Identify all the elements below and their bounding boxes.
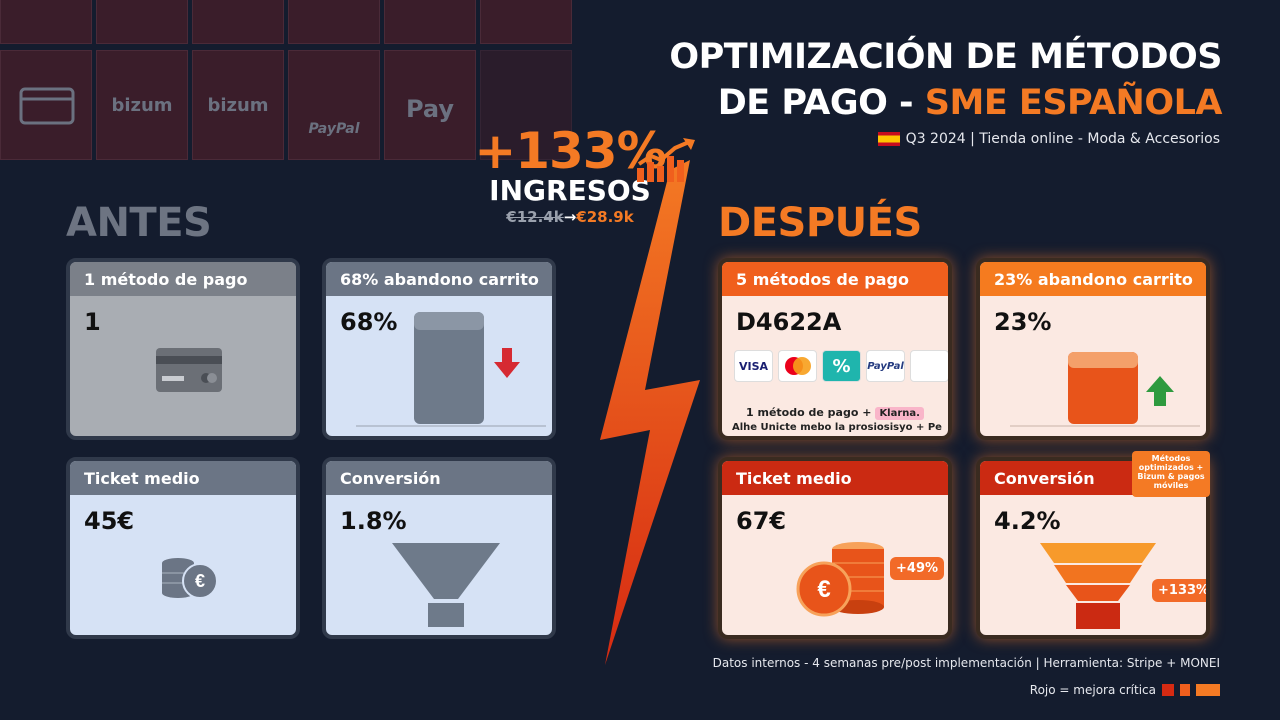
spain-flag-icon: [877, 132, 900, 146]
ticket-increase-badge: +49%: [890, 557, 945, 580]
card-header: 5 métodos de pago: [722, 262, 948, 296]
after-card-abandon: 23% abandono carrito 23%: [976, 258, 1210, 440]
card-value: 45€: [84, 507, 135, 535]
bg-tile-bizum: bizum: [96, 50, 188, 160]
card-header: Ticket medio: [70, 461, 296, 495]
mastercard-logo: [778, 350, 817, 382]
arrow-down-icon: [494, 348, 520, 378]
funnel-icon: [392, 543, 500, 627]
bg-tile: [192, 0, 284, 44]
hero-percentage: +133%: [474, 122, 666, 180]
bg-tile-bizum: bizum: [192, 50, 284, 160]
coins-icon: €: [162, 558, 218, 599]
conversion-increase-badge: +133%: [1152, 579, 1206, 602]
bizum-text: bizum: [111, 95, 173, 116]
title-line-2-accent: SME ESPAÑOLA: [924, 83, 1223, 123]
bg-tile: [480, 0, 572, 44]
hero-metric: +133% INGRESOS €12.4k→€28.9k: [440, 124, 700, 226]
card-header: 23% abandono carrito: [980, 262, 1206, 296]
after-card-ticket: Ticket medio 67€ € +49%: [718, 457, 952, 639]
note-line-2: Alhe Unicte mebo la prosiosisyo + Pesjoo…: [732, 422, 942, 433]
card-header: Conversión: [326, 461, 552, 495]
hero-new-value: €28.9k: [576, 208, 634, 226]
hero-compare: €12.4k→€28.9k: [440, 208, 700, 226]
legend-swatch-amber: [1196, 684, 1220, 696]
title-line-2-plain: DE PAGO -: [717, 83, 925, 123]
apple-icon: ●: [913, 359, 924, 373]
legend-swatch-red: [1162, 684, 1174, 696]
svg-text:€: €: [195, 571, 205, 591]
funnel-icon: [1040, 543, 1156, 629]
card-value: 1.8%: [340, 507, 407, 535]
card-value: 67€: [736, 507, 787, 535]
trend-up-icon: [637, 138, 695, 182]
before-heading: ANTES: [66, 200, 212, 246]
bg-tile: [384, 0, 476, 44]
credit-card-icon: [156, 348, 222, 392]
hero-arrow-glyph: →: [563, 208, 577, 226]
legend-swatch-orange: [1180, 684, 1190, 696]
bg-tile: [288, 0, 380, 44]
card-header: Ticket medio: [722, 461, 948, 495]
footer-source: Datos internos - 4 semanas pre/post impl…: [712, 656, 1220, 670]
legend: Rojo = mejora crítica: [1030, 683, 1220, 697]
after-card-methods: 5 métodos de pago D4622A VISA % PayPal ●…: [718, 258, 952, 440]
before-card-ticket: Ticket medio 45€ €: [66, 457, 300, 639]
payment-logos: VISA % PayPal ● Pay: [734, 350, 948, 382]
background-payment-tiles: bizum bizum PayPal Pay: [0, 0, 580, 165]
coins-icon: €: [796, 542, 884, 617]
card-value: 4.2%: [994, 507, 1061, 535]
bg-tile: [96, 0, 188, 44]
subtitle: Q3 2024 | Tienda online - Moda & Accesor…: [877, 131, 1220, 147]
card-value: 1: [84, 308, 101, 336]
subtitle-text: Q3 2024 | Tienda online - Moda & Accesor…: [905, 131, 1220, 147]
after-heading: DESPUÉS: [718, 200, 922, 246]
bizum-logo: %: [822, 350, 861, 382]
arrow-up-icon: [1146, 376, 1174, 406]
hero-label: INGRESOS: [489, 174, 651, 207]
hero-old-value: €12.4k: [506, 208, 564, 226]
abandon-bar-chart: [356, 312, 546, 427]
abandon-bar-chart: [1010, 352, 1200, 427]
bg-tile-card: [0, 50, 92, 160]
bg-tile: [0, 0, 92, 44]
optimization-tag: Métodos optimizados + Bizum & pagos móvi…: [1132, 451, 1210, 497]
card-value: 23%: [994, 308, 1052, 336]
applepay-text: Pay: [923, 359, 946, 373]
paypal-text: PayPal: [308, 121, 360, 137]
page-title: OPTIMIZACIÓN DE MÉTODOS DE PAGO - SME ES…: [669, 34, 1222, 126]
applepay-text: Pay: [405, 95, 455, 123]
klarna-badge: Klarna.: [875, 407, 924, 420]
lightning-bolt-icon: [600, 160, 700, 665]
note-line-1: 1 método de pago + Klarna.: [722, 406, 948, 420]
bg-tile-applepay: Pay: [384, 50, 476, 160]
legend-text: Rojo = mejora crítica: [1029, 683, 1156, 697]
note-text: 1 método de pago +: [746, 406, 872, 419]
card-header: 1 método de pago: [70, 262, 296, 296]
card-header: 68% abandono carrito: [326, 262, 552, 296]
applepay-logo: ● Pay: [910, 350, 948, 382]
before-card-methods: 1 método de pago 1: [66, 258, 300, 440]
title-line-2: DE PAGO - SME ESPAÑOLA: [669, 80, 1223, 126]
credit-card-icon: [19, 87, 75, 125]
bg-tile-paypal: PayPal: [288, 50, 380, 160]
paypal-logo: PayPal: [866, 350, 905, 382]
card-value: D4622A: [736, 308, 842, 336]
before-card-conversion: Conversión 1.8%: [322, 457, 556, 639]
card-value: 68%: [340, 308, 398, 336]
title-line-1: OPTIMIZACIÓN DE MÉTODOS: [669, 37, 1222, 77]
svg-text:€: €: [817, 576, 830, 603]
bg-tile: [480, 50, 572, 160]
visa-logo: VISA: [734, 350, 773, 382]
bizum-text: bizum: [207, 95, 269, 116]
before-card-abandon: 68% abandono carrito 68%: [322, 258, 556, 440]
